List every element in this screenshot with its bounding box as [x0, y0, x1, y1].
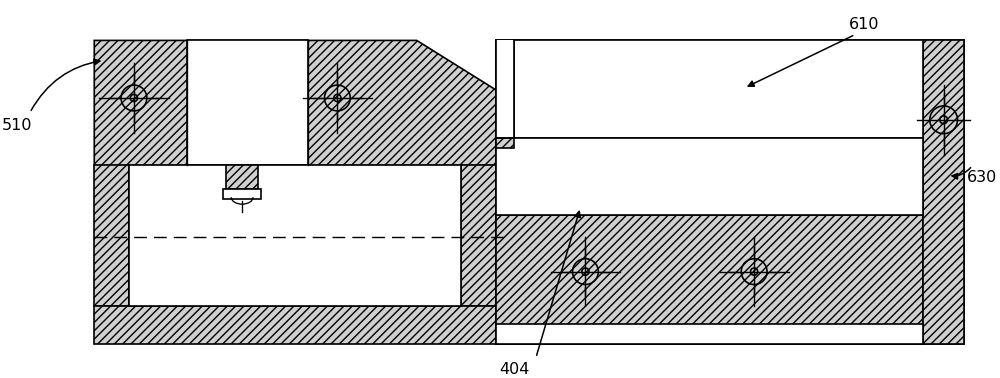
Text: 630: 630: [966, 170, 997, 185]
Bar: [923, 40, 964, 344]
Bar: [496, 40, 514, 138]
Bar: [496, 215, 923, 344]
Bar: [496, 40, 964, 344]
Bar: [496, 324, 923, 344]
Polygon shape: [94, 40, 496, 166]
Bar: [226, 166, 258, 189]
Bar: [496, 138, 514, 147]
Bar: [94, 306, 496, 344]
Bar: [223, 189, 261, 199]
Bar: [187, 40, 308, 166]
Text: 610: 610: [848, 17, 879, 31]
Bar: [129, 166, 461, 306]
Text: 404: 404: [499, 362, 529, 377]
Text: 510: 510: [2, 118, 32, 133]
Bar: [496, 138, 923, 215]
Bar: [496, 40, 514, 138]
Bar: [94, 166, 129, 306]
Bar: [514, 40, 923, 138]
Bar: [461, 166, 496, 306]
